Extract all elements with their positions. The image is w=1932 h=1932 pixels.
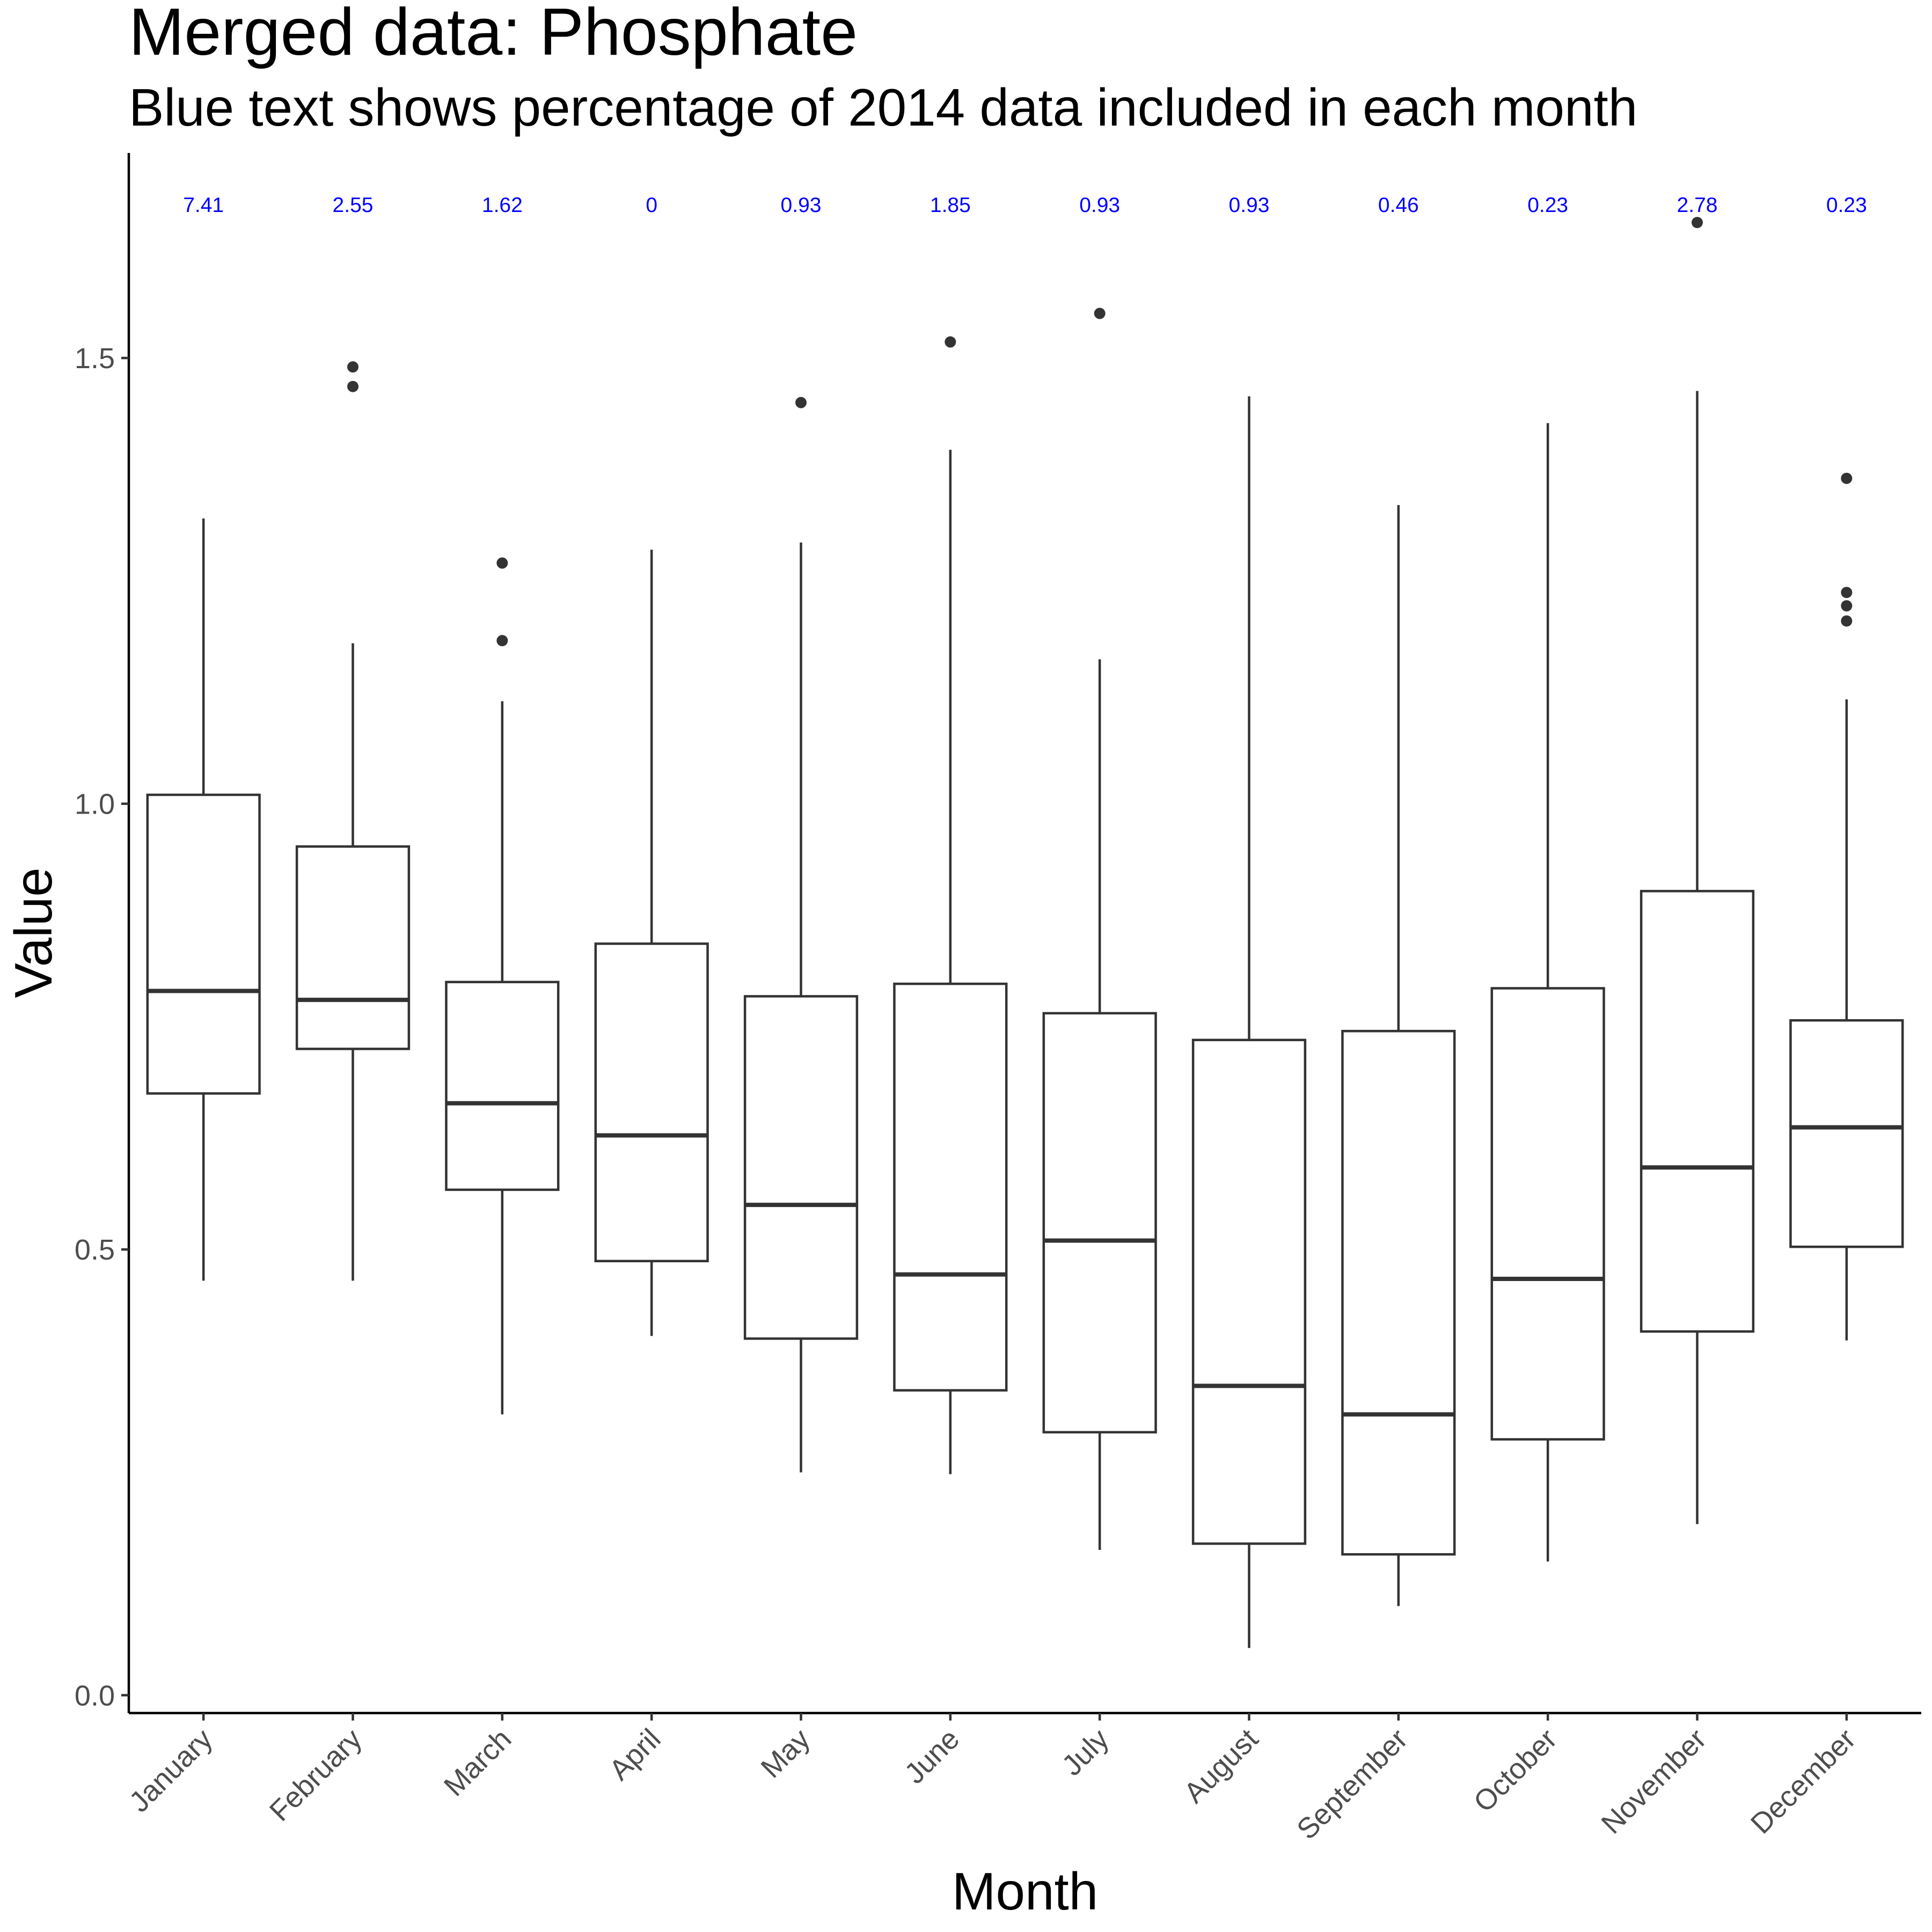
- y-tick-label-0: 0.0: [75, 1680, 115, 1712]
- box-march: [445, 557, 560, 1415]
- outlier-point-december-2: [1841, 587, 1853, 598]
- pct-label-february: 2.55: [333, 194, 374, 217]
- iqr-box-december: [1789, 1019, 1904, 1248]
- pct-label-october: 0.23: [1527, 194, 1568, 217]
- pct-label-september: 0.46: [1378, 194, 1419, 217]
- x-tick-label-january: January: [123, 1723, 218, 1818]
- box-december: [1789, 472, 1904, 1341]
- outlier-point-december-1: [1841, 472, 1853, 484]
- box-october: [1490, 423, 1605, 1562]
- box-november: [1640, 217, 1755, 1524]
- pct-label-march: 1.62: [482, 194, 523, 217]
- iqr-box-june: [893, 982, 1008, 1392]
- outlier-point-december-3: [1841, 600, 1853, 612]
- iqr-box-april: [594, 942, 709, 1263]
- pct-label-january: 7.41: [183, 194, 224, 217]
- y-tick-label-1: 0.5: [75, 1234, 115, 1266]
- box-january: [146, 518, 261, 1281]
- boxes-layer: [146, 217, 1904, 1648]
- outlier-point-december-4: [1841, 615, 1853, 627]
- outlier-point-february-1: [347, 361, 358, 373]
- iqr-box-august: [1191, 1038, 1307, 1545]
- pct-label-june: 1.85: [930, 194, 971, 217]
- box-february: [295, 361, 411, 1281]
- pct-label-july: 0.93: [1079, 194, 1120, 217]
- box-may: [743, 397, 859, 1473]
- x-axis-title: Month: [952, 1862, 1098, 1921]
- outlier-point-march-2: [496, 635, 508, 647]
- iqr-box-march: [445, 980, 560, 1191]
- box-august: [1191, 396, 1307, 1648]
- chart-title: Merged data: Phosphate: [129, 0, 858, 69]
- x-tick-label-august: August: [1178, 1723, 1264, 1809]
- outlier-point-march-1: [496, 557, 508, 569]
- chart-subtitle: Blue text shows percentage of 2014 data …: [129, 78, 1637, 137]
- x-tick-label-june: June: [898, 1723, 965, 1790]
- x-tick-label-march: March: [438, 1723, 518, 1803]
- pct-label-november: 2.78: [1677, 194, 1718, 217]
- outlier-point-november-1: [1692, 217, 1703, 229]
- pct-label-april: 0: [646, 194, 657, 217]
- x-axis-ticks: January February March April May June July Augu…: [123, 1713, 1862, 1846]
- x-tick-label-october: October: [1467, 1723, 1563, 1818]
- outlier-point-july-1: [1094, 308, 1106, 319]
- iqr-box-february: [295, 845, 411, 1050]
- box-june: [893, 336, 1008, 1474]
- iqr-box-july: [1042, 1012, 1157, 1433]
- iqr-box-january: [146, 793, 261, 1095]
- y-axis-ticks: 0.0 0.5 1.0 1.5: [75, 342, 129, 1712]
- x-tick-label-february: February: [264, 1723, 368, 1827]
- y-tick-label-2: 1.0: [75, 788, 115, 821]
- x-tick-label-may: May: [755, 1723, 816, 1784]
- outlier-point-june-1: [945, 336, 956, 348]
- x-tick-label-july: July: [1056, 1723, 1115, 1782]
- pct-label-may: 0.93: [781, 194, 822, 217]
- x-tick-label-november: November: [1595, 1723, 1713, 1840]
- box-july: [1042, 308, 1157, 1550]
- iqr-box-september: [1341, 1029, 1456, 1556]
- percentage-labels: 7.41 2.55 1.62 0 0.93 1.85 0.93 0.93 0.46 0.23 2.7…: [183, 194, 1867, 217]
- x-tick-label-september: September: [1291, 1723, 1414, 1846]
- y-tick-label-3: 1.5: [75, 342, 115, 375]
- box-april: [594, 550, 709, 1336]
- outlier-point-may-1: [795, 397, 807, 408]
- outlier-point-february-2: [347, 380, 358, 392]
- x-tick-label-april: April: [603, 1723, 667, 1787]
- pct-label-august: 0.93: [1229, 194, 1270, 217]
- x-tick-label-december: December: [1745, 1723, 1862, 1840]
- iqr-box-november: [1640, 890, 1755, 1333]
- iqr-box-october: [1490, 987, 1605, 1441]
- pct-label-december: 0.23: [1826, 194, 1867, 217]
- box-september: [1341, 505, 1456, 1606]
- iqr-box-may: [743, 995, 859, 1340]
- y-axis-title: Value: [4, 867, 63, 998]
